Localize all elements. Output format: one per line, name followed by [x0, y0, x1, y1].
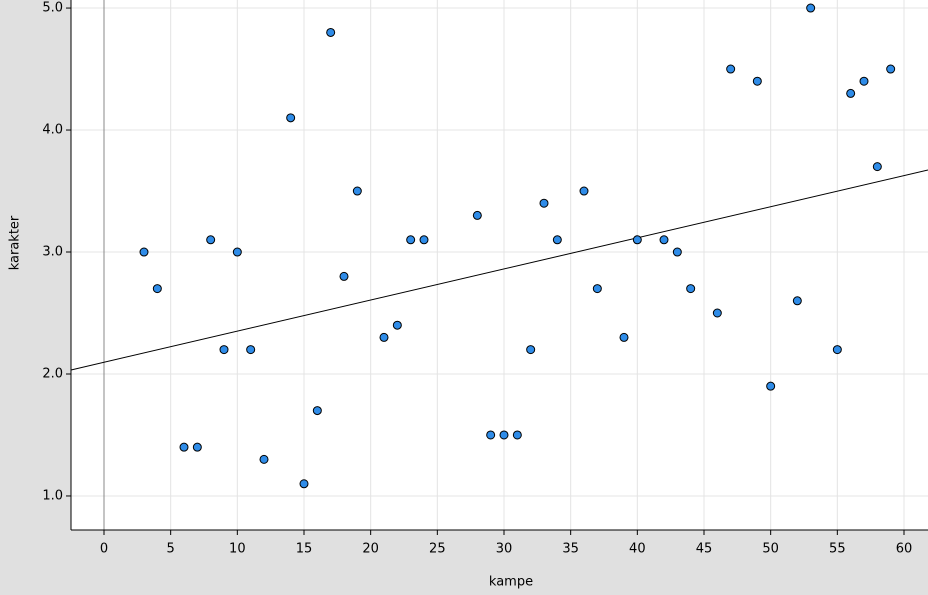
data-point: [139, 247, 149, 257]
data-point: [859, 76, 869, 86]
data-point: [619, 332, 629, 342]
data-point: [339, 271, 349, 281]
data-point: [792, 296, 802, 306]
x-tick-label: 55: [829, 542, 846, 557]
x-tick-label: 5: [167, 542, 175, 557]
trend-line: [70, 169, 928, 371]
x-tick-label: 60: [896, 542, 913, 557]
x-tick-label: 45: [696, 542, 713, 557]
data-point: [219, 345, 229, 355]
y-tick-label: 4.0: [42, 123, 63, 138]
data-point: [579, 186, 589, 196]
data-point: [472, 210, 482, 220]
data-point: [312, 406, 322, 416]
y-tick-label: 3.0: [42, 245, 63, 260]
data-point: [832, 345, 842, 355]
data-point: [886, 64, 896, 74]
data-point: [592, 284, 602, 294]
data-point: [526, 345, 536, 355]
y-axis-label: karakter: [8, 215, 23, 270]
data-point: [419, 235, 429, 245]
x-tick-label: 10: [229, 542, 246, 557]
data-point: [552, 235, 562, 245]
data-point: [286, 113, 296, 123]
data-point: [752, 76, 762, 86]
data-point: [179, 442, 189, 452]
data-point: [392, 320, 402, 330]
x-tick-label: 30: [496, 542, 513, 557]
data-point: [766, 381, 776, 391]
x-tick-label: 20: [362, 542, 379, 557]
data-point: [632, 235, 642, 245]
y-tick-label: 1.0: [42, 488, 63, 503]
x-axis-label: kampe: [489, 575, 533, 590]
x-tick-label: 0: [100, 542, 108, 557]
data-point: [499, 430, 509, 440]
data-point: [659, 235, 669, 245]
data-point: [512, 430, 522, 440]
data-point: [299, 479, 309, 489]
data-point: [259, 454, 269, 464]
data-point: [326, 27, 336, 37]
x-tick-label: 50: [762, 542, 779, 557]
data-point: [726, 64, 736, 74]
x-tick-label: 35: [562, 542, 579, 557]
data-point: [246, 345, 256, 355]
data-point: [232, 247, 242, 257]
data-point: [152, 284, 162, 294]
data-point: [486, 430, 496, 440]
x-tick-label: 40: [629, 542, 646, 557]
plot-area: [71, 0, 928, 530]
data-point: [712, 308, 722, 318]
data-point: [406, 235, 416, 245]
data-point: [539, 198, 549, 208]
data-point: [686, 284, 696, 294]
data-point: [806, 3, 816, 13]
x-tick-label: 25: [429, 542, 446, 557]
data-point: [872, 162, 882, 172]
data-point: [379, 332, 389, 342]
data-point: [206, 235, 216, 245]
data-point: [192, 442, 202, 452]
data-point: [672, 247, 682, 257]
data-point: [352, 186, 362, 196]
y-tick-label: 5.0: [42, 1, 63, 16]
y-tick-label: 2.0: [42, 366, 63, 381]
data-point: [846, 88, 856, 98]
x-tick-label: 15: [296, 542, 313, 557]
